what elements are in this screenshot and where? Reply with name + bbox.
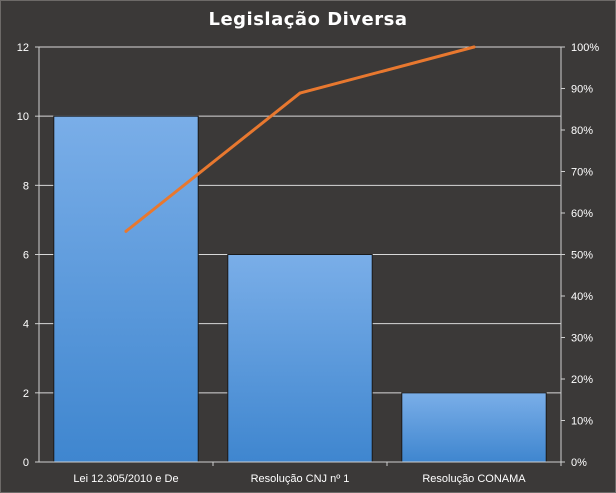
line-point [124,229,128,233]
cumulative-line [124,45,476,233]
chart-title: Legislação Diversa [208,9,408,30]
category-label: Resolução CONAMA [422,473,526,485]
left-tick-label: 0 [23,457,29,469]
right-tick-label: 30% [571,333,593,345]
category-label: Resolução CNJ nº 1 [251,473,350,485]
right-tick-label: 10% [571,416,593,428]
right-tick-label: 20% [571,374,593,386]
left-tick-label: 10 [17,111,29,123]
left-tick-label: 8 [23,180,29,192]
left-tick-label: 4 [23,319,29,331]
left-tick-label: 6 [23,250,29,262]
right-tick-label: 50% [571,250,593,262]
right-tick-label: 0% [571,457,587,469]
line-point [472,45,476,49]
left-tick-label: 2 [23,388,29,400]
right-tick-label: 90% [571,84,593,96]
right-tick-label: 100% [571,42,599,54]
left-tick-label: 12 [17,42,29,54]
right-tick-label: 60% [571,208,593,220]
line-point [298,91,302,95]
right-tick-label: 80% [571,125,593,137]
right-tick-label: 70% [571,167,593,179]
category-label: Lei 12.305/2010 e De [73,473,178,485]
bars [53,115,547,463]
right-tick-label: 40% [571,291,593,303]
bar [227,254,373,463]
bar [53,115,199,463]
bar [401,392,547,463]
axes: 0 2 4 6 8 10 12 0% 10% 20% 30% 40% 50% 60% 70% 80% 90% 10… [17,42,600,485]
